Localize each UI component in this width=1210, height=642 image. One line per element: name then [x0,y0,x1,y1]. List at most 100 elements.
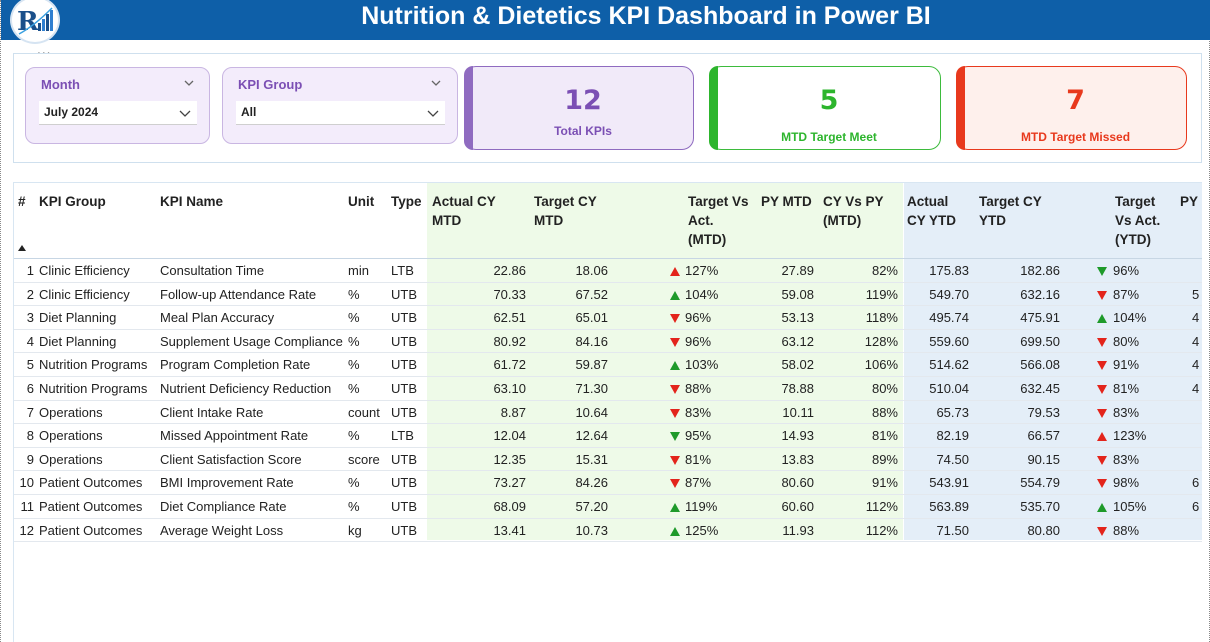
cell-target-cy-mtd: 57.20 [575,499,608,514]
column-header-actual-cy-ytd[interactable]: Actual CY YTD [907,194,957,228]
cell-cy-vs-py-mtd: 106% [864,357,898,373]
table-row[interactable]: 1 Clinic Efficiency Consultation Time min LT… [14,259,1202,283]
cell-py-mtd: 10.11 [782,404,814,420]
cell-target-cy-ytd: 632.16 [1020,286,1060,302]
column-header-target-vs-act-ytd[interactable]: Target Vs Act. (YTD) [1115,194,1161,247]
table-row[interactable]: 5 Nutrition Programs Program Completion Ra… [14,353,1202,377]
cell-kpi-group: Operations [39,451,103,467]
chevron-down-icon[interactable] [179,107,191,119]
cell-num: 9 [26,451,34,467]
mtd-target-missed-label: MTD Target Missed [1020,130,1131,144]
cell-target-cy-mtd: 12.64 [575,428,608,444]
cell-py-mtd: 63.12 [781,333,814,349]
cell-actual-cy-mtd: 22.86 [493,263,526,278]
column-header-kpi-name[interactable]: KPI Name [160,194,224,209]
table-row[interactable]: 6 Nutrition Programs Nutrient Deficiency R… [14,377,1202,401]
table-row[interactable]: 9 Operations Client Satisfaction Score scor… [14,448,1202,472]
triangle-down-icon [670,432,680,442]
cell-target-cy-ytd: 535.70 [1020,499,1060,514]
cell-target-vs-act-mtd: 96% [685,310,712,326]
cell-target-vs-act-ytd: 96% [1113,263,1140,278]
cell-type: LTB [391,263,414,278]
mtd-target-meet-value: 5 [819,85,839,116]
cell-unit: % [348,499,360,514]
cell-target-cy-mtd: 84.16 [575,333,608,349]
triangle-down-icon [670,314,680,324]
cell-kpi-group: Diet Planning [39,333,117,349]
column-header-py-mtd[interactable]: PY MTD [761,194,812,209]
cell-kpi-name: Client Intake Rate [160,404,264,420]
kpi-group-slicer-label: KPI Group [238,77,303,92]
cell-kpi-group: Operations [39,404,103,420]
table-row[interactable]: 11 Patient Outcomes Diet Compliance Rate% U… [14,495,1202,519]
table-row[interactable]: 4 Diet Planning Supplement Usage Complianc… [14,330,1202,354]
chevron-down-icon[interactable] [427,107,439,119]
triangle-down-icon [1097,479,1107,489]
cell-target-cy-ytd: 80.80 [1027,522,1060,538]
cell-py-mtd: 60.60 [781,499,814,514]
month-dropdown[interactable]: July 2024 [39,101,197,125]
column-header-unit[interactable]: Unit [348,194,375,209]
mtd-target-meet-label: MTD Target Meet [781,130,877,144]
kpi-group-dropdown[interactable]: All [236,101,445,125]
cell-num: 11 [20,499,35,514]
cell-unit: % [348,428,360,444]
triangle-down-icon [670,455,680,465]
cell-kpi-group: Operations [39,428,103,444]
cell-target-vs-act-ytd: 88% [1113,522,1140,538]
cell-unit: % [348,475,360,491]
table-row[interactable]: 7 Operations Client Intake Rate count UTB 8.8… [14,401,1202,425]
cell-kpi-group: Clinic Efficiency [39,263,130,278]
cell-target-vs-act-mtd: 83% [685,404,712,420]
cell-actual-cy-mtd: 8.87 [500,404,526,420]
column-header-py-ytd[interactable]: PY [1180,194,1199,209]
triangle-up-icon [1097,503,1107,512]
cell-target-cy-ytd: 632.45 [1020,381,1060,396]
cell-target-vs-act-mtd: 119% [685,499,718,514]
chevron-down-icon[interactable] [431,78,441,88]
cell-kpi-name: Follow-up Attendance Rate [160,286,317,302]
cell-target-vs-act-mtd: 87% [685,475,712,491]
cell-cy-vs-py-mtd: 112% [865,499,898,514]
cell-target-vs-act-ytd: 98% [1113,475,1140,491]
column-header-actual-cy-mtd[interactable]: Actual CY MTD [432,194,496,228]
column-header-target-cy-mtd[interactable]: Target CY MTD [534,194,597,228]
cell-actual-cy-mtd: 12.35 [493,451,526,467]
cell-num: 10 [19,475,34,491]
column-header-cy-vs-py-mtd[interactable]: CY Vs PY (MTD) [823,194,884,228]
cell-kpi-group: Patient Outcomes [39,499,143,514]
cell-target-cy-ytd: 79.53 [1027,404,1060,420]
table-row[interactable]: 3 Diet Planning Meal Plan Accuracy% UTB 62.5… [14,306,1202,330]
cell-py-ytd: 4 [1192,357,1200,373]
cell-type: UTB [391,310,417,326]
table-row[interactable]: 2 Clinic Efficiency Follow-up Attendance R… [14,283,1202,307]
page-title: Nutrition & Dietetics KPI Dashboard in P… [361,2,931,30]
cell-unit: % [348,357,360,373]
cell-num: 12 [19,522,34,538]
table-row[interactable]: 10 Patient Outcomes BMI Improvement Rate% U… [14,471,1202,495]
cell-py-mtd: 13.83 [781,451,814,467]
cell-target-vs-act-mtd: 95% [685,428,712,444]
column-header-type[interactable]: Type [391,194,422,209]
kpi-group-slicer[interactable]: KPI Group All [222,67,458,144]
column-header-target-cy-ytd[interactable]: Target CY YTD [979,194,1042,228]
cell-target-cy-mtd: 65.01 [575,310,608,326]
cell-cy-vs-py-mtd: 91% [871,475,898,491]
cell-kpi-group: Patient Outcomes [39,522,143,538]
cell-target-vs-act-ytd: 80% [1113,333,1140,349]
column-header-num[interactable]: # [18,194,26,209]
table-row[interactable]: 8 Operations Missed Appointment Rate% LTB 12… [14,424,1202,448]
cell-actual-cy-mtd: 63.10 [493,381,526,396]
cell-actual-cy-ytd: 543.91 [929,475,969,491]
column-header-target-vs-act-mtd[interactable]: Target Vs Act. (MTD) [688,194,749,247]
table-row[interactable]: 12 Patient Outcomes Average Weight Loss kg U… [14,519,1202,543]
cell-num: 5 [26,357,34,373]
cell-cy-vs-py-mtd: 80% [871,381,898,396]
triangle-down-icon [670,337,680,347]
sort-ascending-icon[interactable] [18,245,26,251]
column-header-kpi-group[interactable]: KPI Group [39,194,106,209]
chevron-down-icon[interactable] [184,78,194,88]
month-slicer[interactable]: Month July 2024 [25,67,210,144]
cell-cy-vs-py-mtd: 82% [871,263,898,278]
svg-text:R: R [17,7,39,37]
